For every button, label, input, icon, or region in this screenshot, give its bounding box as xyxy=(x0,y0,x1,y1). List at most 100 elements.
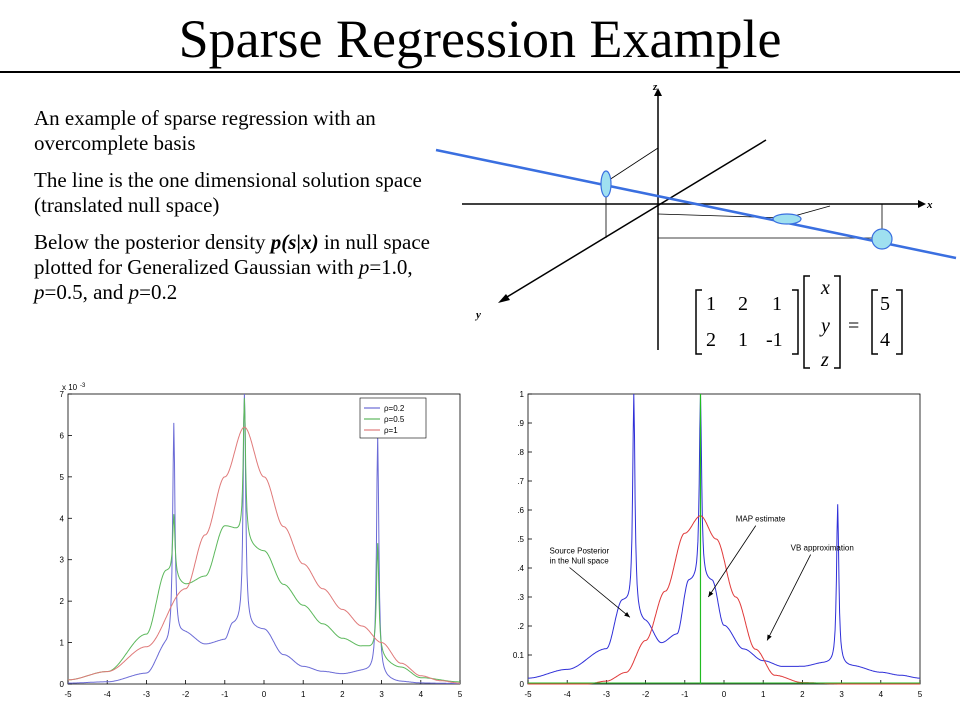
y-tick-label: .4 xyxy=(517,564,524,573)
y-multiplier-label: x 10 xyxy=(62,383,78,392)
bullet-3-text-c: =1.0, xyxy=(369,255,413,279)
bullet-3-p1: p xyxy=(358,255,370,279)
rhs-1: 5 xyxy=(880,293,890,315)
annotation-arrow xyxy=(569,567,631,618)
y-tick-label: .7 xyxy=(517,477,524,486)
plot-frame xyxy=(527,393,921,685)
x-tick-label: 5 xyxy=(458,690,463,699)
proj-line-1 xyxy=(605,147,659,183)
x-tick-label: 1 xyxy=(761,690,766,699)
x-axis-label: x xyxy=(926,199,933,211)
equals-sign: = xyxy=(848,315,859,337)
x-tick-label: -2 xyxy=(182,690,190,699)
legend-label: ρ=1 xyxy=(384,426,398,435)
z-axis-label: z xyxy=(652,81,658,93)
matrix-right-bracket xyxy=(792,289,799,355)
matrix-a11: 1 xyxy=(706,293,716,315)
x-tick-label: -1 xyxy=(221,690,229,699)
matrix-left-bracket xyxy=(695,289,702,355)
y-tick-label: 1 xyxy=(520,390,525,399)
y-tick-label: .2 xyxy=(517,622,524,631)
annotation-arrowhead xyxy=(624,611,630,618)
x-tick-label: 1 xyxy=(301,690,306,699)
x-tick-label: -4 xyxy=(104,690,112,699)
series-line xyxy=(68,398,460,683)
proj-line-3 xyxy=(657,213,788,219)
x-tick-label: -3 xyxy=(603,690,611,699)
null-space-diagram: z x y 1 2 1 2 1 -1 x y z = xyxy=(430,78,960,378)
y-axis-arrow xyxy=(498,294,510,303)
vector-left-bracket xyxy=(803,275,810,369)
y-tick-label: 4 xyxy=(60,514,65,523)
x-tick-label: -4 xyxy=(564,690,572,699)
y-multiplier-exp: -3 xyxy=(80,383,86,389)
annotation-arrow xyxy=(707,525,757,598)
annotation-arrow xyxy=(766,554,811,641)
matrix-a13: 1 xyxy=(772,293,782,315)
matrix-a21: 2 xyxy=(706,329,716,351)
legend-label: ρ=0.5 xyxy=(384,415,405,424)
series-line xyxy=(528,393,920,679)
x-tick-label: -2 xyxy=(642,690,650,699)
bullet-3-posterior: p(s|x) xyxy=(270,230,319,254)
x-tick-label: 5 xyxy=(918,690,923,699)
y-tick-label: 0 xyxy=(60,680,65,689)
y-tick-label: .8 xyxy=(517,448,524,457)
y-tick-label: 5 xyxy=(60,473,65,482)
linear-system: 1 2 1 2 1 -1 x y z = 5 4 xyxy=(695,275,903,371)
x-axis-arrow xyxy=(918,200,926,208)
rhs-2: 4 xyxy=(880,329,890,351)
bullet-3-text-e: =0.2 xyxy=(139,280,178,304)
annotation-label: in the Null space xyxy=(550,557,610,566)
bullet-2: The line is the one dimensional solution… xyxy=(34,168,422,217)
vector-x: x xyxy=(820,277,830,299)
ellipse-x xyxy=(772,213,802,225)
y-tick-label: .5 xyxy=(517,535,524,544)
slide-title: Sparse Regression Example xyxy=(178,9,782,69)
bullet-3-p3: p xyxy=(128,280,140,304)
matrix-a23: -1 xyxy=(766,329,783,351)
rhs-left-bracket xyxy=(871,289,878,355)
x-tick-label: -5 xyxy=(64,690,72,699)
z-axis-arrow xyxy=(654,88,662,96)
bullet-3: Below the posterior density p(s|x) in nu… xyxy=(34,230,464,305)
x-tick-label: 3 xyxy=(839,690,844,699)
bullet-1: An example of sparse regression with an … xyxy=(34,106,376,155)
ellipse-y xyxy=(871,228,893,250)
bullet-list: An example of sparse regression with an … xyxy=(34,106,464,317)
y-axis xyxy=(501,139,767,301)
x-tick-label: 2 xyxy=(340,690,345,699)
bullet-3-p2: p xyxy=(34,280,45,304)
bullet-3-text-b: in null space plotted for Generalized Ga… xyxy=(34,230,430,279)
x-tick-label: 3 xyxy=(379,690,384,699)
vector-right-bracket xyxy=(834,275,841,369)
bullet-3-text-d: =0.5, and xyxy=(44,280,129,304)
y-tick-label: 2 xyxy=(60,597,65,606)
ellipse-z xyxy=(600,170,612,198)
legend-box xyxy=(359,397,427,439)
x-tick-label: 4 xyxy=(879,690,884,699)
y-axis-label: y xyxy=(474,309,481,321)
matrix-a22: 1 xyxy=(738,329,748,351)
series-line xyxy=(68,426,460,684)
y-tick-label: 1 xyxy=(60,639,65,648)
y-tick-label: 0 xyxy=(520,680,525,689)
series-line xyxy=(68,393,460,684)
y-tick-label: .3 xyxy=(517,593,524,602)
x-tick-label: -1 xyxy=(681,690,689,699)
x-tick-label: 0 xyxy=(262,690,267,699)
solution-line xyxy=(435,148,957,260)
y-tick-label: .6 xyxy=(517,506,524,515)
left-density-plot: x 10 -3 -5 -4 -3 -2 -1 0 1 2 3 4 5 0 1 2 3 4 5 6 7 ρ=0.2 ρ=0… xyxy=(30,380,470,720)
y-tick-label: 7 xyxy=(60,390,65,399)
annotation-label: MAP estimate xyxy=(736,515,786,524)
annotation-arrowhead xyxy=(767,634,772,641)
annotation-label: Source Posterior xyxy=(550,547,610,556)
x-tick-label: 2 xyxy=(800,690,805,699)
bullet-3-text-a: Below the posterior density xyxy=(34,230,271,254)
x-tick-label: -3 xyxy=(143,690,151,699)
annotation-arrowhead xyxy=(708,591,714,597)
y-tick-label: 0.1 xyxy=(513,651,525,660)
legend-label: ρ=0.2 xyxy=(384,404,405,413)
y-tick-label: .9 xyxy=(517,419,524,428)
